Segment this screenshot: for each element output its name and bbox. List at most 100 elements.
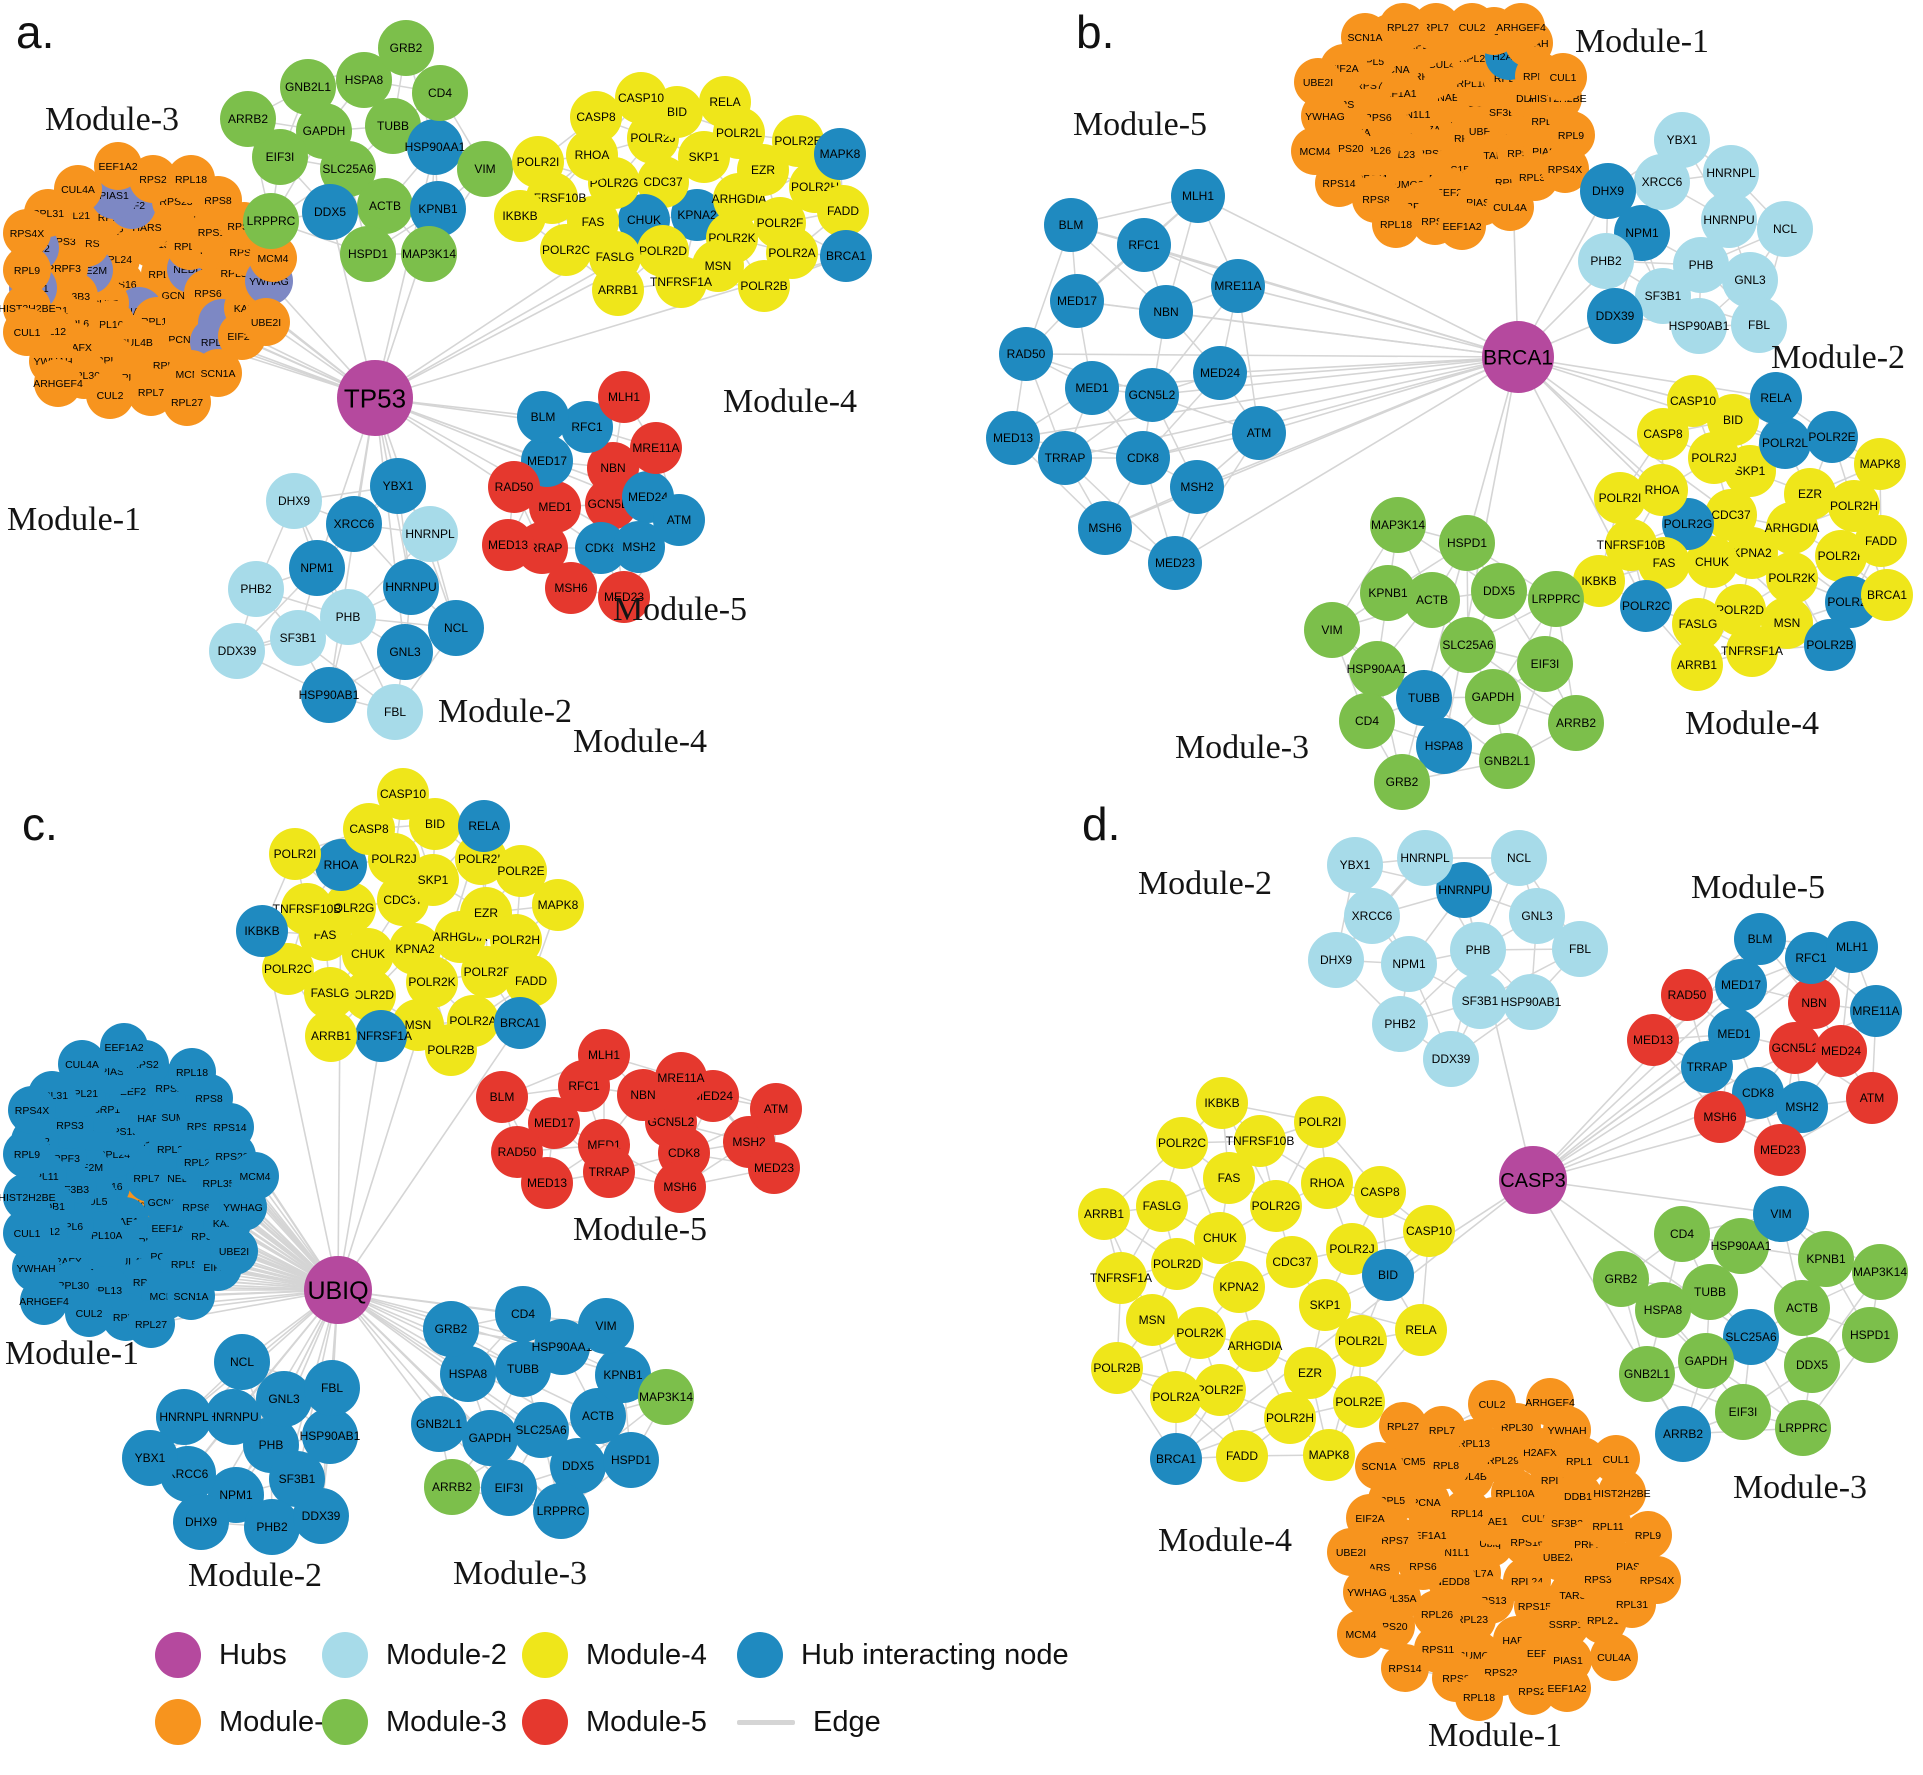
node-RPS4X: RPS4X bbox=[1541, 145, 1589, 193]
svg-text:CASP8: CASP8 bbox=[576, 110, 616, 124]
node-CASP10: CASP10 bbox=[377, 768, 429, 820]
svg-text:RPL12: RPL12 bbox=[1566, 1456, 1598, 1468]
svg-text:HSP90AB1: HSP90AB1 bbox=[300, 1429, 361, 1443]
svg-text:MED24: MED24 bbox=[628, 490, 668, 504]
svg-text:RPL31: RPL31 bbox=[1616, 1599, 1648, 1611]
svg-text:RPL27: RPL27 bbox=[1387, 1421, 1419, 1433]
svg-text:RELA: RELA bbox=[1760, 391, 1791, 405]
node-EZR: EZR bbox=[737, 144, 789, 196]
module-label: Module-4 bbox=[1158, 1522, 1292, 1559]
svg-text:POLR2B: POLR2B bbox=[1806, 638, 1853, 652]
svg-text:RPL30: RPL30 bbox=[57, 1280, 89, 1292]
hub-CASP3: CASP3 bbox=[1499, 1146, 1567, 1214]
node-TNFRSF10B: TNFRSF10B bbox=[1226, 1115, 1294, 1167]
node-GCN5L2: GCN5L2 bbox=[1769, 1022, 1821, 1074]
svg-text:RPL27: RPL27 bbox=[135, 1319, 167, 1331]
node-BRCA1: BRCA1 bbox=[1150, 1433, 1202, 1485]
svg-text:RPL23: RPL23 bbox=[1456, 1614, 1488, 1626]
svg-text:GRB2: GRB2 bbox=[1605, 1272, 1638, 1286]
svg-text:CASP10: CASP10 bbox=[1670, 394, 1716, 408]
node-TRRAP: TRRAP bbox=[583, 1146, 635, 1198]
svg-text:DDX39: DDX39 bbox=[1432, 1052, 1471, 1066]
node-EEF1A2: EEF1A2 bbox=[1543, 1664, 1591, 1712]
module-label: Module-2 bbox=[1138, 865, 1272, 902]
module-label: Module-4 bbox=[723, 383, 857, 420]
svg-text:ARHGEF4: ARHGEF4 bbox=[1496, 22, 1546, 34]
node-YBX1: YBX1 bbox=[122, 1430, 178, 1486]
svg-text:RPL7: RPL7 bbox=[1429, 1425, 1455, 1437]
svg-text:CUL1: CUL1 bbox=[14, 1228, 41, 1240]
node-ARRB1: ARRB1 bbox=[592, 264, 644, 316]
node-POLR2C: POLR2C bbox=[540, 224, 592, 276]
svg-text:TNFRSF1A: TNFRSF1A bbox=[1721, 644, 1783, 658]
node-HNRNPL: HNRNPL bbox=[156, 1389, 212, 1445]
svg-text:HNRNPL: HNRNPL bbox=[1706, 166, 1756, 180]
panel-letter: b. bbox=[1076, 6, 1114, 58]
node-ARRB2: ARRB2 bbox=[220, 91, 276, 147]
svg-text:MAPK8: MAPK8 bbox=[1860, 457, 1901, 471]
node-POLR2C: POLR2C bbox=[1156, 1117, 1208, 1169]
svg-text:HNRNPL: HNRNPL bbox=[1400, 851, 1450, 865]
svg-text:MSH2: MSH2 bbox=[622, 540, 656, 554]
node-KPNA2: KPNA2 bbox=[1213, 1261, 1265, 1313]
svg-text:XRCC6: XRCC6 bbox=[1642, 175, 1683, 189]
svg-text:SF3B1: SF3B1 bbox=[1462, 994, 1499, 1008]
node-MCM4: MCM4 bbox=[1337, 1610, 1385, 1658]
node-POLR2D: POLR2D bbox=[1151, 1238, 1203, 1290]
svg-text:CDC37: CDC37 bbox=[643, 175, 683, 189]
svg-text:DHX9: DHX9 bbox=[185, 1515, 217, 1529]
node-LRPPRC: LRPPRC bbox=[533, 1483, 589, 1539]
node-RPL27: RPL27 bbox=[127, 1300, 175, 1348]
node-BID: BID bbox=[1707, 394, 1759, 446]
node-POLR2K: POLR2K bbox=[406, 956, 458, 1008]
node-RPS4X: RPS4X bbox=[3, 209, 51, 257]
node-ACTB: ACTB bbox=[1774, 1280, 1830, 1336]
node-CASP8: CASP8 bbox=[570, 91, 622, 143]
node-DDX39: DDX39 bbox=[1423, 1031, 1479, 1087]
node-DDX39: DDX39 bbox=[293, 1488, 349, 1544]
node-VIM: VIM bbox=[578, 1298, 634, 1354]
svg-text:SF3B1: SF3B1 bbox=[280, 631, 317, 645]
node-CUL4A: CUL4A bbox=[58, 1040, 106, 1088]
node-MLH1: MLH1 bbox=[1171, 169, 1225, 223]
svg-text:CUL4A: CUL4A bbox=[1493, 202, 1527, 214]
module-label: Module-3 bbox=[1175, 729, 1309, 766]
svg-text:MSH6: MSH6 bbox=[663, 1180, 697, 1194]
svg-text:HNRNPU: HNRNPU bbox=[385, 580, 436, 594]
svg-text:DDX39: DDX39 bbox=[302, 1509, 341, 1523]
module-label: Module-5 bbox=[573, 1211, 707, 1248]
node-CUL4A: CUL4A bbox=[1590, 1633, 1638, 1681]
svg-text:POLR2J: POLR2J bbox=[1691, 451, 1736, 465]
svg-text:GAPDH: GAPDH bbox=[1685, 1354, 1728, 1368]
svg-text:POLR2E: POLR2E bbox=[1335, 1395, 1382, 1409]
node-CASP10: CASP10 bbox=[1667, 375, 1719, 427]
svg-text:ATM: ATM bbox=[764, 1102, 788, 1116]
svg-text:CHUK: CHUK bbox=[1203, 1231, 1237, 1245]
svg-text:RHOA: RHOA bbox=[324, 858, 359, 872]
node-MLH1: MLH1 bbox=[1826, 921, 1878, 973]
node-RPL26: RPL26 bbox=[1413, 1590, 1461, 1638]
svg-text:RAD50: RAD50 bbox=[1668, 988, 1707, 1002]
svg-text:POLR2K: POLR2K bbox=[408, 975, 455, 989]
node-RPS4X: RPS4X bbox=[1633, 1556, 1681, 1604]
node-RAD50: RAD50 bbox=[488, 461, 540, 513]
svg-text:MRE11A: MRE11A bbox=[657, 1071, 704, 1085]
panel-UBIQ-labels: c. Module-4 Module-5 Module-1 Module-2 Module… bbox=[5, 723, 707, 1594]
svg-text:ARHGEF4: ARHGEF4 bbox=[33, 378, 83, 390]
svg-text:TRRAP: TRRAP bbox=[589, 1165, 630, 1179]
svg-text:SLC25A6: SLC25A6 bbox=[1725, 1330, 1777, 1344]
node-IKBKB: IKBKB bbox=[494, 190, 546, 242]
svg-text:MSH2: MSH2 bbox=[1180, 480, 1214, 494]
hub-UBIQ: UBIQ bbox=[304, 1256, 372, 1324]
node-RPL18: RPL18 bbox=[1455, 1673, 1503, 1721]
svg-text:POLR2D: POLR2D bbox=[346, 988, 394, 1002]
svg-text:GRB2: GRB2 bbox=[1386, 775, 1419, 789]
node-CDK8: CDK8 bbox=[1116, 431, 1170, 485]
svg-text:RPL7: RPL7 bbox=[1423, 22, 1449, 34]
svg-text:RFC1: RFC1 bbox=[571, 420, 603, 434]
svg-text:YBX1: YBX1 bbox=[135, 1451, 166, 1465]
svg-text:BLM: BLM bbox=[490, 1090, 515, 1104]
svg-text:GNL3: GNL3 bbox=[1734, 273, 1766, 287]
svg-text:HNRNPL: HNRNPL bbox=[159, 1410, 209, 1424]
